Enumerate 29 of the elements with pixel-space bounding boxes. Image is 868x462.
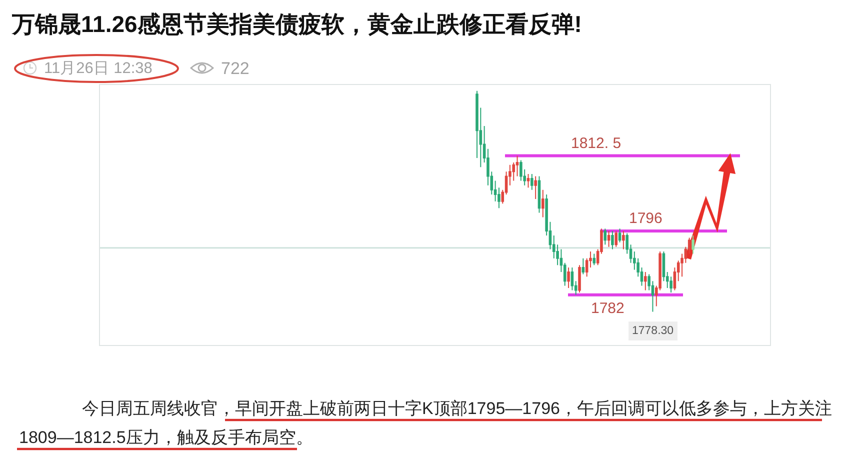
ref-line-label: 1796 [629, 210, 662, 227]
candlestick [644, 272, 647, 291]
candlestick [516, 155, 519, 177]
text: 11月26日 12:38 [44, 60, 152, 77]
candlestick [582, 258, 585, 275]
candlestick [520, 160, 522, 182]
candlestick [542, 189, 544, 218]
ref-line-label: 1812. 5 [571, 135, 622, 152]
annotation: 1778.30 [632, 325, 674, 337]
candlestick [622, 230, 625, 250]
candlestick [614, 230, 618, 248]
chart-title: 万锦晟11.26感恩节美指美债疲软，黄金止跌修正看反弹! [11, 11, 582, 38]
candlestick [670, 276, 672, 294]
candlestick [534, 176, 537, 200]
candlestick [611, 230, 614, 250]
candlestick [607, 230, 610, 248]
candlestick [578, 264, 581, 294]
candlestick [526, 173, 530, 188]
candlestick [592, 253, 596, 266]
ref-line-label: 1782 [591, 300, 624, 317]
candlestick [567, 266, 570, 288]
candlestick [538, 176, 541, 214]
candlestick [530, 173, 534, 190]
candlestick [618, 228, 622, 243]
candlestick [570, 266, 574, 291]
text: 今日周五周线收官，早间开盘上破前两日十字K顶部1795—1796，午后回调可以低多参与，上方关注1809—1812.5压力，触及反手布局空。 [19, 399, 832, 447]
candlestick [604, 228, 607, 246]
candlestick [692, 235, 694, 254]
text: 722 [221, 59, 250, 78]
